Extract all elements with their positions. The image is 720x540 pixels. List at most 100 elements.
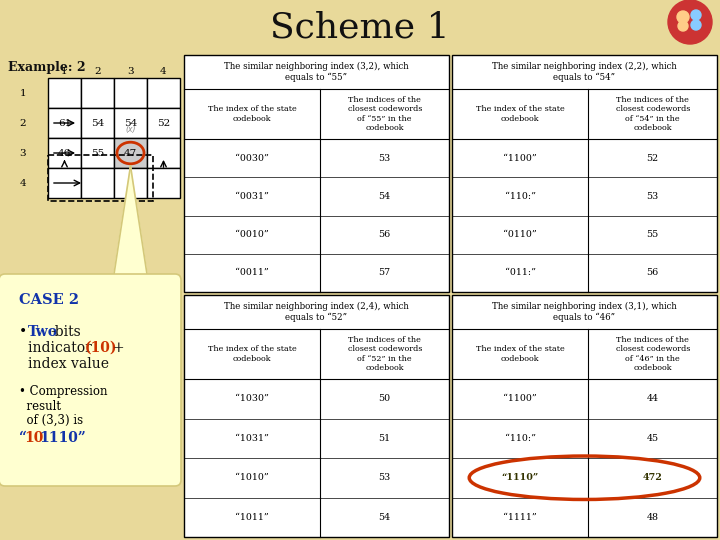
Text: 55: 55 <box>647 230 659 239</box>
Text: “1110”: “1110” <box>502 473 539 482</box>
Text: 53: 53 <box>379 473 391 482</box>
Text: Two: Two <box>28 325 58 339</box>
Text: 2: 2 <box>19 118 27 127</box>
Text: The similar neighboring index (2,2), which
equals to “54”: The similar neighboring index (2,2), whi… <box>492 62 677 82</box>
Bar <box>114 138 147 168</box>
Text: “1031”: “1031” <box>235 434 269 443</box>
Text: The similar neighboring index (2,4), which
equals to “52”: The similar neighboring index (2,4), whi… <box>224 302 409 322</box>
Text: 54: 54 <box>124 118 137 127</box>
Text: CASE 2: CASE 2 <box>19 293 79 307</box>
Text: “0011”: “0011” <box>235 268 269 278</box>
Bar <box>452 55 717 292</box>
Bar <box>48 168 81 198</box>
Text: (10): (10) <box>85 341 117 355</box>
Text: The index of the state
codebook: The index of the state codebook <box>476 105 564 123</box>
Text: 54: 54 <box>379 513 391 522</box>
Circle shape <box>677 11 689 23</box>
Text: 46: 46 <box>58 148 71 158</box>
Text: 57: 57 <box>379 268 391 278</box>
Text: •: • <box>19 325 32 339</box>
Text: 1: 1 <box>19 89 27 98</box>
Text: 55: 55 <box>91 148 104 158</box>
Bar <box>452 295 717 537</box>
Bar <box>184 55 449 292</box>
Text: “011:”: “011:” <box>505 268 536 278</box>
Text: “1100”: “1100” <box>503 394 537 403</box>
Text: “0010”: “0010” <box>235 230 269 239</box>
Text: 3: 3 <box>19 148 27 158</box>
Text: 50: 50 <box>379 394 391 403</box>
Text: The index of the state
codebook: The index of the state codebook <box>208 105 297 123</box>
Bar <box>184 295 449 537</box>
Text: “1010”: “1010” <box>235 473 269 482</box>
Polygon shape <box>112 166 148 284</box>
Text: “110:”: “110:” <box>505 192 536 201</box>
Text: 52: 52 <box>157 118 170 127</box>
Text: indicator: indicator <box>28 341 96 355</box>
Text: (x): (x) <box>125 125 136 134</box>
Text: 10: 10 <box>24 431 43 445</box>
Text: 56: 56 <box>379 230 391 239</box>
Circle shape <box>691 20 701 30</box>
Text: “1030”: “1030” <box>235 394 269 403</box>
Text: 44: 44 <box>647 394 659 403</box>
Text: 53: 53 <box>379 153 391 163</box>
Text: 48: 48 <box>647 513 659 522</box>
Bar <box>114 78 147 108</box>
Text: index value: index value <box>28 357 109 371</box>
Text: The similar neighboring index (3,1), which
equals to “46”: The similar neighboring index (3,1), whi… <box>492 302 677 322</box>
Text: 4: 4 <box>19 179 27 187</box>
Text: result: result <box>19 400 61 413</box>
Text: 61: 61 <box>58 118 71 127</box>
Text: 2: 2 <box>94 68 101 77</box>
Text: Example: 2: Example: 2 <box>8 62 86 75</box>
Text: 54: 54 <box>91 118 104 127</box>
Bar <box>48 138 81 168</box>
Text: 53: 53 <box>647 192 659 201</box>
Text: • Compression: • Compression <box>19 386 107 399</box>
Text: “0031”: “0031” <box>235 192 269 201</box>
Bar <box>48 154 153 201</box>
Text: Scheme 1: Scheme 1 <box>270 11 450 45</box>
Bar <box>147 168 180 198</box>
Bar <box>147 138 180 168</box>
FancyBboxPatch shape <box>0 274 181 486</box>
Text: “110:”: “110:” <box>505 434 536 443</box>
Circle shape <box>668 0 712 44</box>
Bar <box>81 168 114 198</box>
Text: The indices of the
closest codewords
of “52” in the
codebook: The indices of the closest codewords of … <box>348 336 422 372</box>
Bar <box>81 78 114 108</box>
Text: 1110”: 1110” <box>39 431 86 445</box>
Text: The indices of the
closest codewords
of “55” in the
codebook: The indices of the closest codewords of … <box>348 96 422 132</box>
Text: 3: 3 <box>127 68 134 77</box>
Bar <box>114 168 147 198</box>
Text: “0110”: “0110” <box>503 230 537 239</box>
Text: The index of the state
codebook: The index of the state codebook <box>476 346 564 362</box>
Text: 1: 1 <box>61 68 68 77</box>
Circle shape <box>691 10 701 20</box>
Text: 54: 54 <box>379 192 391 201</box>
Text: The indices of the
closest codewords
of “46” in the
codebook: The indices of the closest codewords of … <box>616 336 690 372</box>
Text: 52: 52 <box>647 153 659 163</box>
Text: 47: 47 <box>124 148 137 158</box>
Text: 4: 4 <box>160 68 167 77</box>
Text: “1100”: “1100” <box>503 153 537 163</box>
Bar <box>81 108 114 138</box>
Text: +: + <box>112 341 124 355</box>
Bar <box>48 78 81 108</box>
Bar <box>147 108 180 138</box>
Text: “1011”: “1011” <box>235 513 269 522</box>
Text: 56: 56 <box>647 268 659 278</box>
Bar <box>81 138 114 168</box>
Text: “: “ <box>19 431 27 445</box>
Text: of (3,3) is: of (3,3) is <box>19 414 83 427</box>
Text: “1111”: “1111” <box>503 513 537 522</box>
Text: -bits: -bits <box>50 325 81 339</box>
Bar <box>147 78 180 108</box>
Bar <box>48 108 81 138</box>
Text: 45: 45 <box>647 434 659 443</box>
Circle shape <box>678 21 688 31</box>
Bar <box>114 108 147 138</box>
Text: “0030”: “0030” <box>235 153 269 163</box>
Text: The index of the state
codebook: The index of the state codebook <box>208 346 297 362</box>
